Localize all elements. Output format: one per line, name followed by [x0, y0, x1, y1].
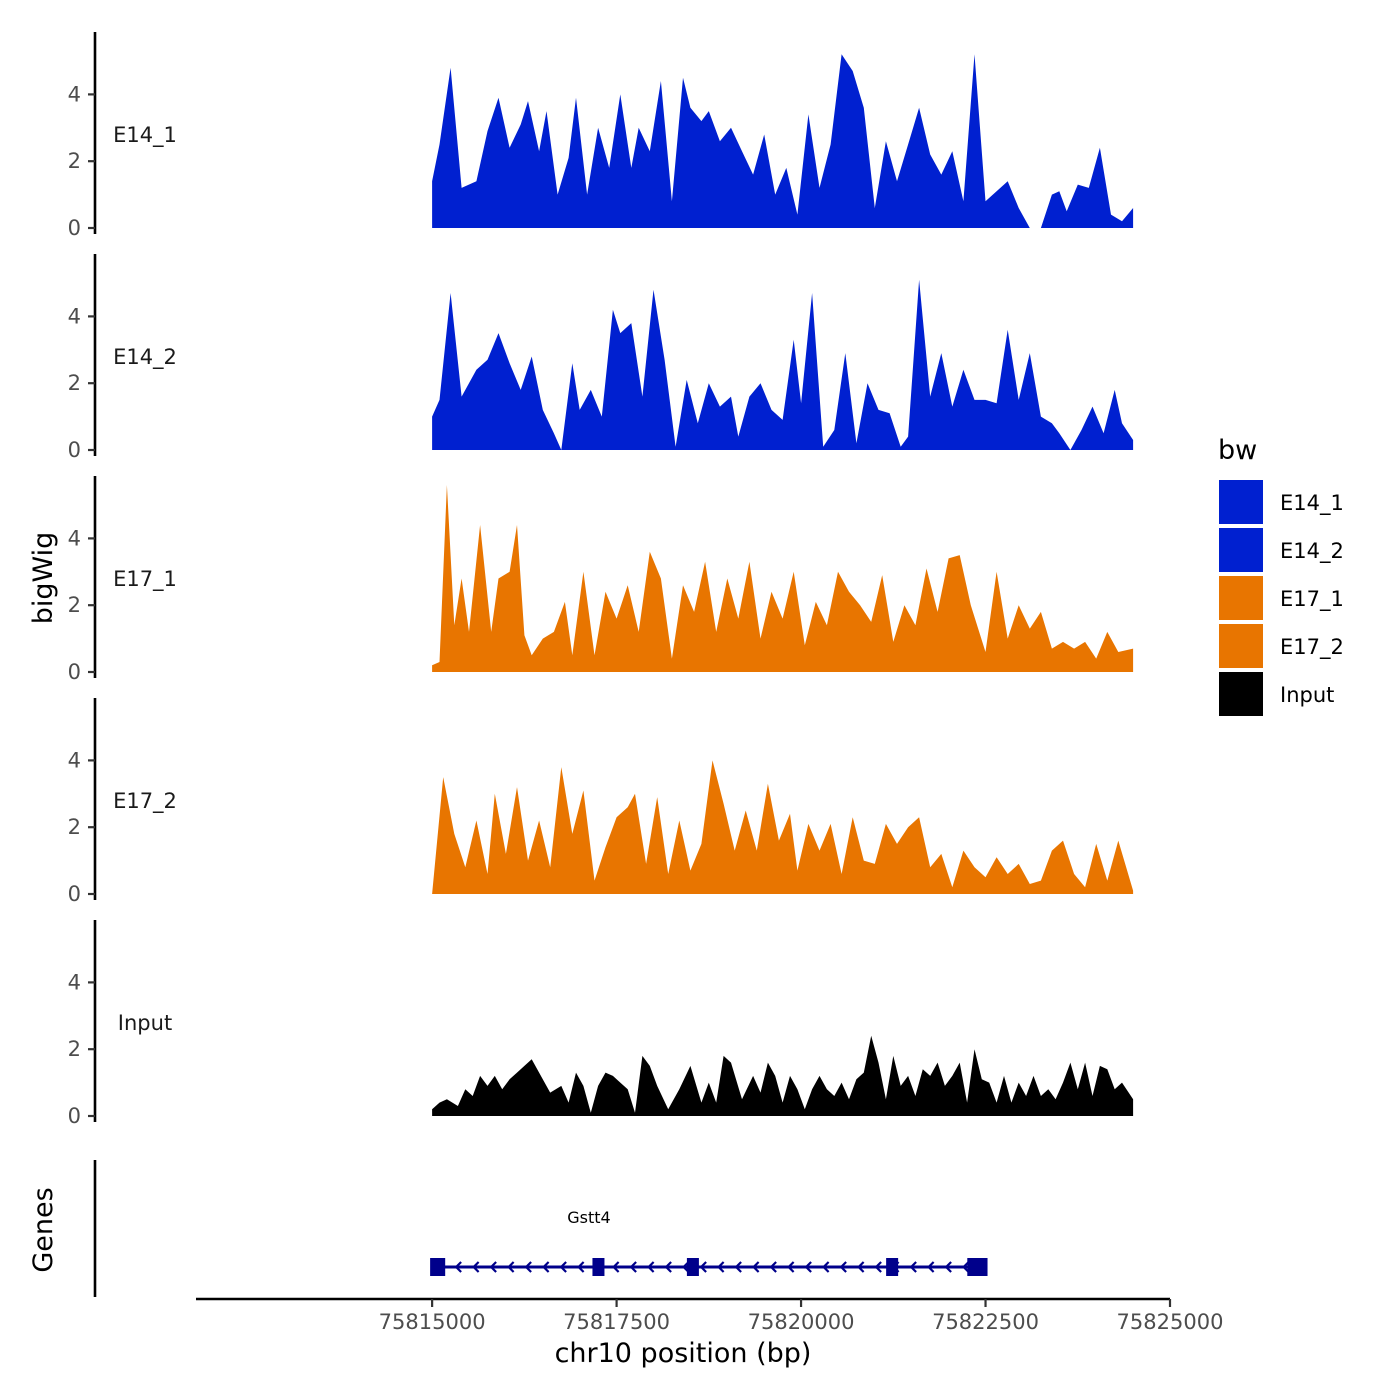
- gene-exon: [592, 1258, 605, 1276]
- y-tick-label: 0: [68, 1104, 81, 1128]
- track-label: E14_2: [113, 345, 177, 370]
- strand-arrow: [664, 1261, 672, 1273]
- legend-swatch: [1219, 576, 1263, 620]
- y-tick-label: 2: [68, 593, 81, 617]
- strand-arrow: [524, 1261, 532, 1273]
- track-label: E14_1: [113, 123, 177, 148]
- y-tick-label: 2: [68, 815, 81, 839]
- y-tick-label: 4: [68, 304, 81, 328]
- x-tick-label: 75825000: [1117, 1310, 1224, 1334]
- strand-arrow: [804, 1261, 812, 1273]
- track-area-e14-1: [432, 54, 1134, 228]
- track-label: E17_1: [113, 567, 177, 592]
- gene-gstt4: Gstt4: [430, 1208, 988, 1276]
- track-area-e14-2: [432, 279, 1134, 450]
- track-label: E17_2: [113, 789, 177, 814]
- strand-arrow: [769, 1261, 777, 1273]
- genes-axis-title: Genes: [28, 1187, 59, 1272]
- genes-panel: Gstt4: [93, 1160, 988, 1297]
- strand-arrow: [822, 1261, 830, 1273]
- y-axis-title: bigWig: [28, 532, 59, 625]
- legend-label: Input: [1280, 683, 1334, 707]
- legend-title: bw: [1218, 435, 1257, 466]
- y-tick-label: 0: [68, 882, 81, 906]
- gene-exon: [967, 1258, 988, 1276]
- y-tick-label: 2: [68, 371, 81, 395]
- track-area-input: [432, 1035, 1134, 1116]
- legend-label: E17_1: [1280, 587, 1344, 612]
- track-e14-2: 0 2 4 E14_2: [68, 254, 1134, 462]
- y-tick-label: 4: [68, 82, 81, 106]
- strand-arrow: [874, 1261, 882, 1273]
- strand-arrow: [734, 1261, 742, 1273]
- y-tick-label: 2: [68, 149, 81, 173]
- legend-label: E14_1: [1280, 491, 1344, 516]
- strand-arrow: [577, 1261, 585, 1273]
- strand-arrow: [839, 1261, 847, 1273]
- track-e17-1: 0 2 4 E17_1: [68, 476, 1134, 684]
- x-tick-label: 75820000: [748, 1310, 855, 1334]
- legend-entry-e14-1: E14_1: [1219, 480, 1344, 524]
- legend-swatch: [1219, 480, 1263, 524]
- strand-arrow: [699, 1261, 707, 1273]
- strand-arrow: [612, 1261, 620, 1273]
- track-e14-1: 0 2 4 E14_1: [68, 32, 1134, 240]
- legend-entry-input: Input: [1219, 672, 1334, 716]
- y-tick-label: 0: [68, 660, 81, 684]
- strand-arrow: [717, 1261, 725, 1273]
- strand-arrow: [944, 1261, 952, 1273]
- strand-arrow: [857, 1261, 865, 1273]
- y-tick-label: 4: [68, 970, 81, 994]
- tracks-layer: 0 2 4 E14_1 0 2 4 E14_2 0 2 4 E17_1 0 2 4 E17_2 0 2 4 Input: [68, 32, 1134, 1128]
- y-tick-label: 4: [68, 526, 81, 550]
- strand-arrow: [629, 1261, 637, 1273]
- y-tick-label: 0: [68, 216, 81, 240]
- x-tick-label: 75817500: [563, 1310, 670, 1334]
- strand-arrow: [472, 1261, 480, 1273]
- y-tick-label: 4: [68, 748, 81, 772]
- x-axis-title: chr10 position (bp): [555, 1338, 812, 1369]
- legend-swatch: [1219, 624, 1263, 668]
- track-area-e17-2: [432, 760, 1134, 894]
- strand-arrow: [787, 1261, 795, 1273]
- legend-swatch: [1219, 672, 1263, 716]
- strand-arrow: [909, 1261, 917, 1273]
- strand-arrow: [927, 1261, 935, 1273]
- track-e17-2: 0 2 4 E17_2: [68, 698, 1134, 906]
- gene-exon: [886, 1258, 899, 1276]
- gene-exon: [430, 1258, 446, 1276]
- strand-arrow: [559, 1261, 567, 1273]
- legend-label: E14_2: [1280, 539, 1344, 564]
- strand-arrow: [507, 1261, 515, 1273]
- legend-entry-e17-2: E17_2: [1219, 624, 1344, 668]
- strand-arrow: [542, 1261, 550, 1273]
- x-axis: 75815000 75817500 75820000 75822500 75825000: [196, 1297, 1224, 1334]
- track-input: 0 2 4 Input: [68, 920, 1134, 1128]
- legend-entry-e14-2: E14_2: [1219, 528, 1344, 572]
- x-tick-label: 75815000: [379, 1310, 486, 1334]
- y-tick-label: 0: [68, 438, 81, 462]
- track-area-e17-1: [432, 485, 1134, 672]
- strand-arrow: [454, 1261, 462, 1273]
- strand-arrow: [752, 1261, 760, 1273]
- legend: bw E14_1 E14_2 E17_1 E17_2 Input: [1218, 435, 1344, 716]
- gene-exon: [686, 1258, 699, 1276]
- track-label: Input: [118, 1011, 172, 1035]
- strand-arrow: [647, 1261, 655, 1273]
- gene-name-label: Gstt4: [567, 1208, 610, 1227]
- legend-label: E17_2: [1280, 635, 1344, 660]
- strand-arrow: [489, 1261, 497, 1273]
- strand-arrow: [962, 1261, 970, 1273]
- legend-entry-e17-1: E17_1: [1219, 576, 1344, 620]
- y-tick-label: 2: [68, 1037, 81, 1061]
- legend-swatch: [1219, 528, 1263, 572]
- x-tick-label: 75822500: [932, 1310, 1039, 1334]
